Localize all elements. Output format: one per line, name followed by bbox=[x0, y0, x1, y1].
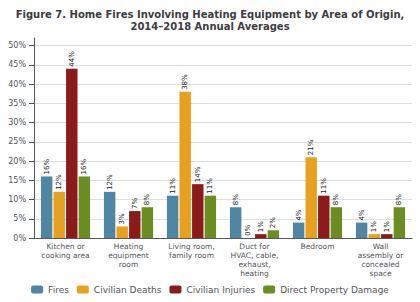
svg-text:3%: 3% bbox=[118, 213, 126, 224]
svg-text:12%: 12% bbox=[106, 174, 114, 190]
svg-text:10%: 10% bbox=[8, 195, 26, 204]
svg-text:0%: 0% bbox=[13, 234, 26, 243]
svg-text:2%: 2% bbox=[269, 217, 277, 228]
svg-text:equipment: equipment bbox=[108, 251, 149, 260]
svg-text:space: space bbox=[369, 269, 391, 278]
svg-text:Bedroom: Bedroom bbox=[301, 242, 335, 251]
svg-text:1%: 1% bbox=[257, 221, 265, 232]
svg-text:5%: 5% bbox=[13, 214, 26, 223]
svg-text:25%: 25% bbox=[8, 137, 26, 146]
svg-text:21%: 21% bbox=[307, 139, 315, 155]
svg-text:0%: 0% bbox=[244, 225, 252, 236]
svg-text:14%: 14% bbox=[194, 166, 202, 182]
svg-text:exhaust,: exhaust, bbox=[238, 260, 270, 269]
svg-text:8%: 8% bbox=[395, 194, 403, 205]
svg-text:4%: 4% bbox=[358, 209, 366, 220]
svg-text:8%: 8% bbox=[332, 194, 340, 205]
svg-text:8%: 8% bbox=[232, 194, 240, 205]
svg-text:family room: family room bbox=[169, 251, 214, 260]
svg-text:2014–2018 Annual Averages: 2014–2018 Annual Averages bbox=[130, 21, 289, 32]
svg-text:35%: 35% bbox=[8, 99, 26, 108]
svg-text:11%: 11% bbox=[169, 178, 177, 194]
svg-text:Direct Property Damage: Direct Property Damage bbox=[280, 285, 389, 295]
svg-text:cooking area: cooking area bbox=[41, 251, 89, 260]
svg-text:Civilian Deaths: Civilian Deaths bbox=[94, 285, 162, 295]
svg-text:HVAC, cable,: HVAC, cable, bbox=[231, 251, 279, 260]
svg-text:1%: 1% bbox=[370, 221, 378, 232]
svg-text:11%: 11% bbox=[206, 178, 214, 194]
svg-text:11%: 11% bbox=[320, 178, 328, 194]
svg-text:38%: 38% bbox=[181, 74, 189, 90]
svg-text:Figure 7. Home Fires Involving: Figure 7. Home Fires Involving Heating E… bbox=[16, 9, 405, 20]
svg-text:1%: 1% bbox=[383, 221, 391, 232]
svg-text:44%: 44% bbox=[68, 51, 76, 67]
svg-text:8%: 8% bbox=[143, 194, 151, 205]
svg-text:40%: 40% bbox=[8, 80, 26, 89]
svg-text:room: room bbox=[119, 260, 138, 269]
svg-text:4%: 4% bbox=[295, 209, 303, 220]
svg-text:20%: 20% bbox=[8, 157, 26, 166]
svg-text:Duct for: Duct for bbox=[239, 242, 270, 251]
svg-text:16%: 16% bbox=[80, 159, 88, 175]
svg-text:15%: 15% bbox=[8, 176, 26, 185]
svg-text:Heating: Heating bbox=[114, 242, 144, 251]
svg-text:16%: 16% bbox=[43, 159, 51, 175]
svg-text:concealed: concealed bbox=[361, 260, 399, 269]
svg-text:Kitchen or: Kitchen or bbox=[46, 242, 85, 251]
svg-text:30%: 30% bbox=[8, 118, 26, 127]
svg-text:assembly or: assembly or bbox=[358, 251, 405, 260]
svg-text:50%: 50% bbox=[8, 41, 26, 50]
svg-text:Wall: Wall bbox=[373, 242, 389, 251]
svg-text:7%: 7% bbox=[131, 198, 139, 209]
svg-text:heating: heating bbox=[240, 269, 269, 278]
svg-text:45%: 45% bbox=[8, 60, 26, 69]
svg-text:Living room,: Living room, bbox=[168, 242, 214, 251]
svg-text:Civilian Injuries: Civilian Injuries bbox=[186, 285, 255, 295]
svg-text:Fires: Fires bbox=[48, 285, 69, 295]
svg-text:12%: 12% bbox=[55, 174, 63, 190]
